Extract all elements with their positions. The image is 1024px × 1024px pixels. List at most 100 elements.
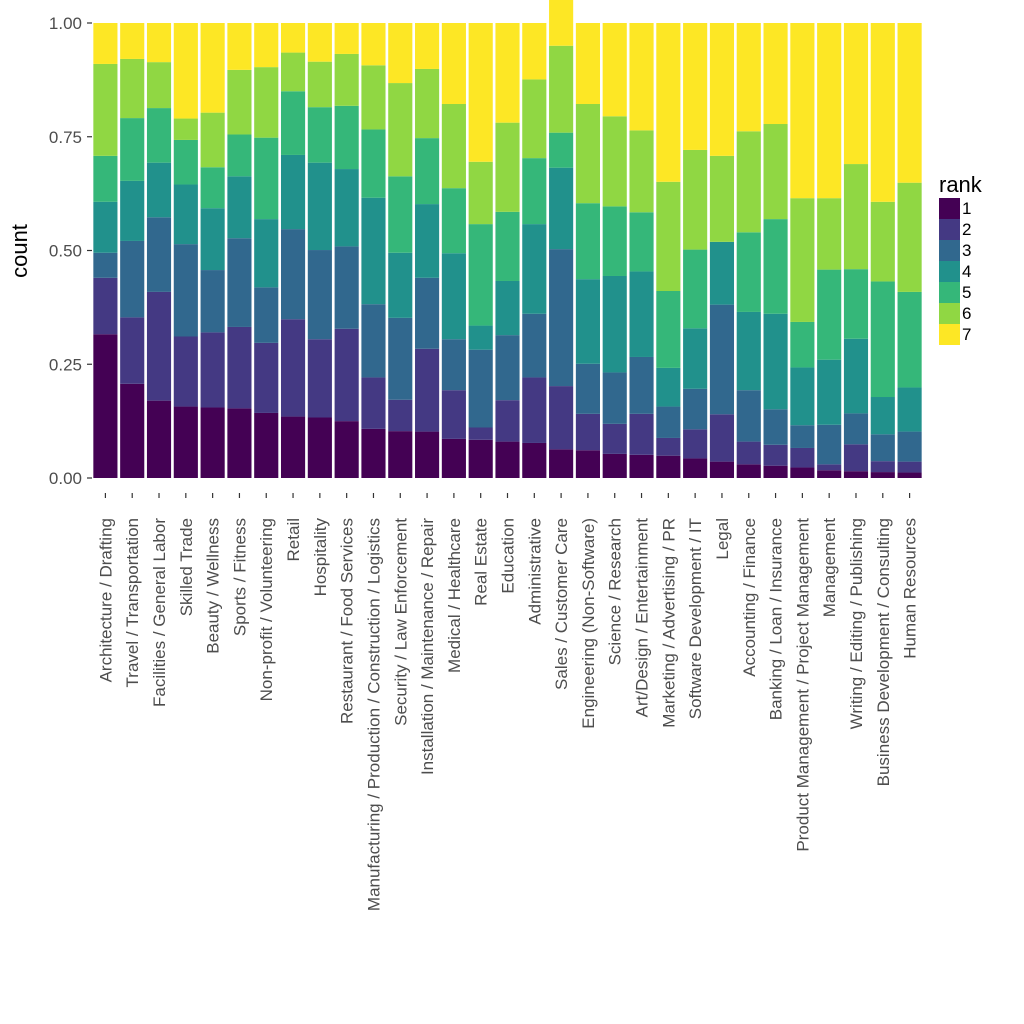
- y-tick-label: 0.00: [49, 469, 82, 488]
- bar-segment-rank-3: [817, 424, 842, 465]
- bar-segment-rank-1: [709, 461, 735, 478]
- bar-segment-rank-1: [254, 412, 279, 478]
- bar-segment-rank-6: [549, 45, 574, 133]
- bar-segment-rank-2: [227, 326, 252, 409]
- bar-segment-rank-5: [629, 212, 654, 272]
- bar-segment-rank-6: [334, 53, 359, 106]
- bar-segment-rank-1: [307, 417, 332, 478]
- bar-segment-rank-1: [897, 472, 922, 478]
- bar-segment-rank-1: [441, 438, 466, 478]
- bar-segment-rank-5: [817, 269, 842, 360]
- bar-column: [602, 23, 627, 478]
- bar-segment-rank-3: [307, 250, 332, 340]
- bar-segment-rank-2: [334, 328, 359, 422]
- bar-segment-rank-7: [146, 23, 172, 63]
- bar-segment-rank-2: [495, 400, 520, 442]
- bar-segment-rank-3: [388, 317, 413, 400]
- bar-segment-rank-7: [415, 23, 440, 69]
- x-tick-label: Human Resources: [901, 518, 920, 659]
- bar-segment-rank-1: [736, 464, 761, 478]
- bar-segment-rank-4: [817, 359, 842, 425]
- x-tick-label: Travel / Transportation: [123, 518, 142, 687]
- bar-column: [254, 23, 279, 478]
- x-tick-label: Security / Law Enforcement: [391, 518, 410, 726]
- y-axis-title: count: [7, 224, 32, 278]
- bar-segment-rank-7: [763, 23, 788, 125]
- x-tick-label: Sales / Customer Care: [552, 518, 571, 690]
- bar-segment-rank-2: [522, 377, 547, 443]
- bar-segment-rank-5: [656, 291, 681, 368]
- bar-segment-rank-5: [736, 232, 761, 312]
- bar-segment-rank-7: [388, 23, 413, 84]
- bar-segment-rank-5: [683, 249, 708, 329]
- bar-segment-rank-7: [361, 23, 386, 66]
- bar-segment-rank-4: [200, 208, 225, 271]
- bar-segment-rank-2: [146, 291, 172, 401]
- bar-segment-rank-1: [93, 334, 118, 478]
- x-tick-label: Legal: [713, 518, 732, 560]
- bar-segment-rank-2: [629, 413, 654, 455]
- bar-segment-rank-5: [522, 158, 547, 225]
- legend-label-rank-6: 6: [962, 304, 971, 323]
- bar-segment-rank-2: [549, 386, 574, 450]
- x-tick-label: Hospitality: [311, 518, 330, 597]
- bar-segment-rank-6: [361, 65, 386, 130]
- bar-segment-rank-6: [468, 161, 493, 225]
- bar-segment-rank-4: [227, 176, 252, 239]
- bar-segment-rank-3: [200, 270, 225, 333]
- bar-segment-rank-3: [683, 388, 708, 430]
- bar-segment-rank-6: [656, 181, 681, 291]
- bar-segment-rank-6: [575, 103, 600, 204]
- bar-segment-rank-4: [495, 280, 520, 336]
- bar-segment-rank-4: [361, 197, 386, 305]
- x-tick-label: Non-profit / Volunteering: [257, 518, 276, 701]
- x-tick-label: Science / Research: [606, 518, 625, 665]
- bar-segment-rank-7: [790, 23, 815, 199]
- bar-segment-rank-4: [254, 219, 279, 288]
- bar-segment-rank-6: [495, 122, 520, 212]
- bar-segment-rank-2: [200, 332, 225, 408]
- bar-segment-rank-1: [763, 465, 788, 478]
- bar-segment-rank-4: [656, 367, 681, 407]
- bar-segment-rank-5: [468, 224, 493, 326]
- bar-segment-rank-2: [709, 414, 735, 462]
- bar-segment-rank-6: [173, 118, 198, 140]
- bar-segment-rank-1: [629, 454, 654, 478]
- legend-swatch-rank-4: [939, 261, 960, 282]
- legend-swatch-rank-7: [939, 324, 960, 345]
- bar-segment-rank-5: [388, 176, 413, 253]
- bar-segment-rank-4: [709, 241, 735, 305]
- bar-segment-rank-2: [280, 319, 306, 417]
- bar-segment-rank-3: [575, 363, 600, 414]
- bar-segment-rank-5: [415, 138, 440, 205]
- bar-segment-rank-7: [549, 0, 574, 46]
- bar-segment-rank-3: [361, 304, 386, 378]
- x-tick-label: Art/Design / Entertainment: [633, 518, 652, 718]
- bar-segment-rank-7: [120, 23, 145, 59]
- bar-segment-rank-7: [93, 23, 118, 64]
- bar-segment-rank-3: [93, 252, 118, 278]
- bar-segment-rank-3: [843, 413, 869, 445]
- bar-segment-rank-6: [200, 112, 225, 168]
- bar-segment-rank-5: [763, 219, 788, 314]
- bar-segment-rank-2: [736, 441, 761, 465]
- x-tick-label: Skilled Trade: [177, 518, 196, 616]
- bar-segment-rank-7: [629, 23, 654, 131]
- bar-segment-rank-2: [441, 390, 466, 439]
- bar-segment-rank-1: [361, 428, 386, 478]
- bar-segment-rank-6: [790, 198, 815, 322]
- bar-segment-rank-4: [280, 154, 306, 230]
- bar-segment-rank-6: [120, 58, 145, 119]
- bar-segment-rank-6: [602, 116, 627, 207]
- bar-segment-rank-7: [468, 23, 493, 162]
- bar-segment-rank-6: [763, 124, 788, 220]
- x-tick-label: Real Estate: [472, 518, 491, 606]
- bar-column: [468, 23, 493, 478]
- bar-segment-rank-7: [280, 23, 306, 53]
- legend-label-rank-2: 2: [962, 220, 971, 239]
- bar-column: [334, 23, 359, 479]
- bar-segment-rank-1: [843, 471, 869, 478]
- bar-segment-rank-4: [173, 184, 198, 245]
- bar-segment-rank-1: [280, 416, 306, 478]
- y-tick-label: 0.50: [49, 242, 82, 261]
